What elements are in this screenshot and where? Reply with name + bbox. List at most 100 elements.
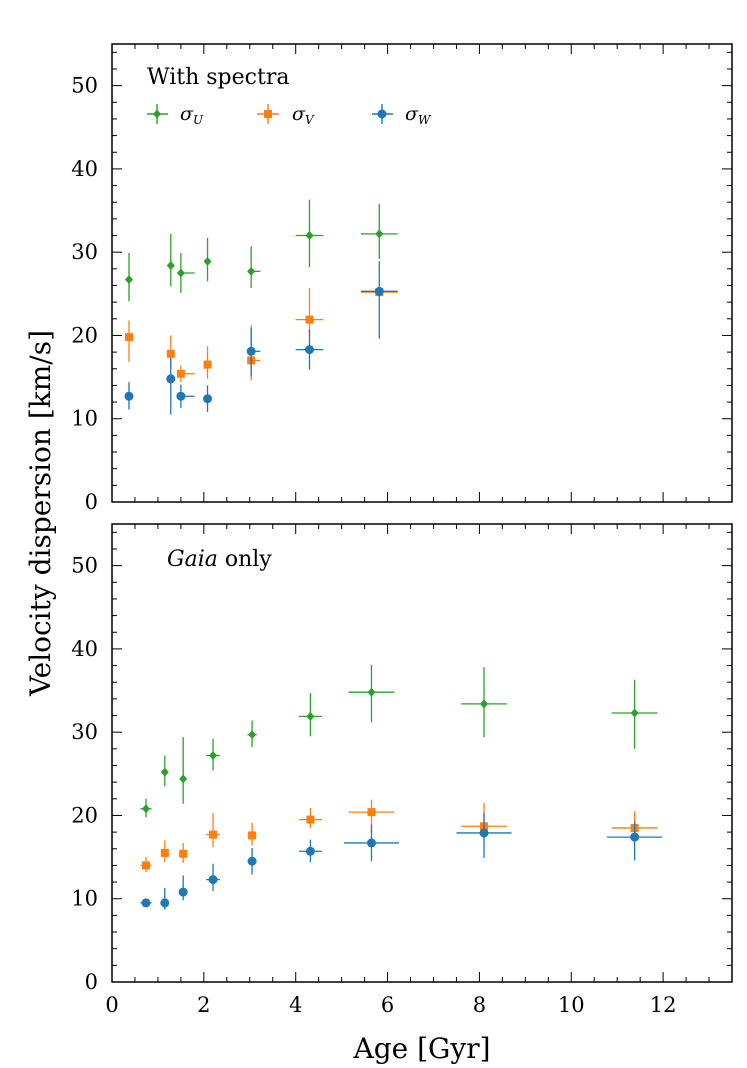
square-marker: [367, 808, 376, 817]
data-point: [166, 233, 175, 287]
legend-entry-sigma-w: σW: [372, 103, 432, 127]
x-tick-label: 8: [473, 993, 486, 1017]
circle-marker: [366, 838, 376, 848]
data-point: [176, 365, 195, 383]
data-point: [298, 839, 322, 863]
circle-marker: [246, 346, 256, 356]
legend-subscript: V: [305, 113, 315, 127]
diamond-marker: [141, 804, 150, 814]
data-point: [611, 679, 658, 749]
y-tick-label: 30: [71, 240, 98, 264]
x-tick-label: 12: [650, 993, 677, 1017]
data-point: [295, 329, 324, 370]
axis-ticks: 0 10 20 30 40 50 0 2 4 6 8 10 12: [71, 524, 733, 1017]
plot-frame: [111, 523, 733, 983]
diamond-marker: [630, 708, 639, 718]
legend-diamond-marker: [153, 109, 161, 119]
x-tick-label: 4: [289, 993, 302, 1017]
circle-marker: [178, 887, 188, 897]
square-marker: [124, 333, 133, 342]
square-marker: [176, 369, 185, 378]
legend-entry-sigma-v: σV: [257, 103, 315, 127]
diamond-marker: [247, 266, 256, 276]
x-tick-label: 2: [197, 993, 210, 1017]
data-point: [360, 203, 398, 259]
data-point: [247, 822, 257, 846]
data-point: [203, 238, 212, 282]
diamond-marker: [248, 730, 257, 740]
square-marker: [203, 360, 212, 369]
circle-marker: [247, 856, 257, 866]
y-tick-label: 0: [85, 970, 98, 994]
data-point: [206, 863, 220, 892]
series-u: [124, 199, 398, 302]
circle-marker: [374, 286, 384, 296]
circle-marker: [160, 898, 170, 908]
circle-marker: [305, 846, 315, 856]
data-point: [178, 875, 188, 901]
circle-marker: [176, 391, 186, 401]
y-tick-label: 20: [71, 323, 98, 347]
diamond-marker: [305, 231, 314, 241]
diamond-marker: [179, 774, 188, 784]
panel-title-italic: Gaia: [167, 547, 218, 572]
data-point: [206, 738, 220, 771]
circle-marker: [203, 394, 213, 404]
legend-symbol: σ: [292, 103, 306, 125]
square-marker: [209, 830, 218, 839]
data-point: [247, 246, 261, 288]
legend-circle-marker: [377, 109, 387, 119]
circle-marker: [124, 391, 134, 401]
diamond-marker: [166, 261, 175, 271]
data-point: [298, 693, 322, 737]
data-point: [360, 261, 398, 339]
diamond-marker: [367, 687, 376, 697]
data-marks: [124, 199, 398, 415]
data-point: [295, 199, 324, 268]
square-marker: [166, 349, 175, 358]
y-axis-title: Velocity dispersion [km/s]: [24, 330, 57, 697]
data-point: [607, 821, 663, 861]
legend-label-sigma: σW: [405, 103, 432, 127]
data-point: [179, 737, 188, 804]
legend-subscript: U: [193, 113, 204, 127]
circle-marker: [630, 832, 640, 842]
y-tick-label: 50: [71, 554, 98, 578]
square-marker: [248, 831, 257, 840]
data-point: [160, 840, 169, 863]
data-point: [160, 755, 169, 787]
circle-marker: [166, 374, 176, 384]
data-point: [247, 847, 257, 875]
panel-title-rest: only: [218, 547, 272, 572]
data-point: [343, 824, 400, 862]
data-point: [298, 807, 322, 828]
legend-symbol: σ: [405, 103, 419, 125]
y-tick-label: 0: [85, 490, 98, 514]
diamond-marker: [124, 275, 133, 285]
data-point: [461, 667, 507, 738]
x-tick-label: 10: [558, 993, 585, 1017]
data-point: [166, 357, 176, 415]
legend-label-sigma: σU: [180, 103, 204, 127]
panel-title: With spectra: [147, 65, 289, 90]
data-point: [203, 385, 213, 413]
data-point: [176, 253, 195, 293]
square-marker: [305, 315, 314, 324]
data-point: [348, 664, 395, 723]
y-tick-label: 20: [71, 803, 98, 827]
legend-symbol: σ: [180, 103, 194, 125]
diamond-marker: [306, 711, 315, 721]
data-point: [203, 346, 212, 379]
y-tick-label: 10: [71, 407, 98, 431]
circle-marker: [208, 875, 218, 885]
data-point: [456, 812, 512, 858]
data-point: [160, 887, 170, 910]
circle-marker: [304, 345, 314, 355]
diamond-marker: [160, 767, 169, 777]
data-point: [124, 253, 133, 302]
legend: σU σV σW: [147, 103, 432, 127]
data-point: [247, 720, 257, 748]
axis-ticks: 0 10 20 30 40 50: [71, 44, 733, 514]
